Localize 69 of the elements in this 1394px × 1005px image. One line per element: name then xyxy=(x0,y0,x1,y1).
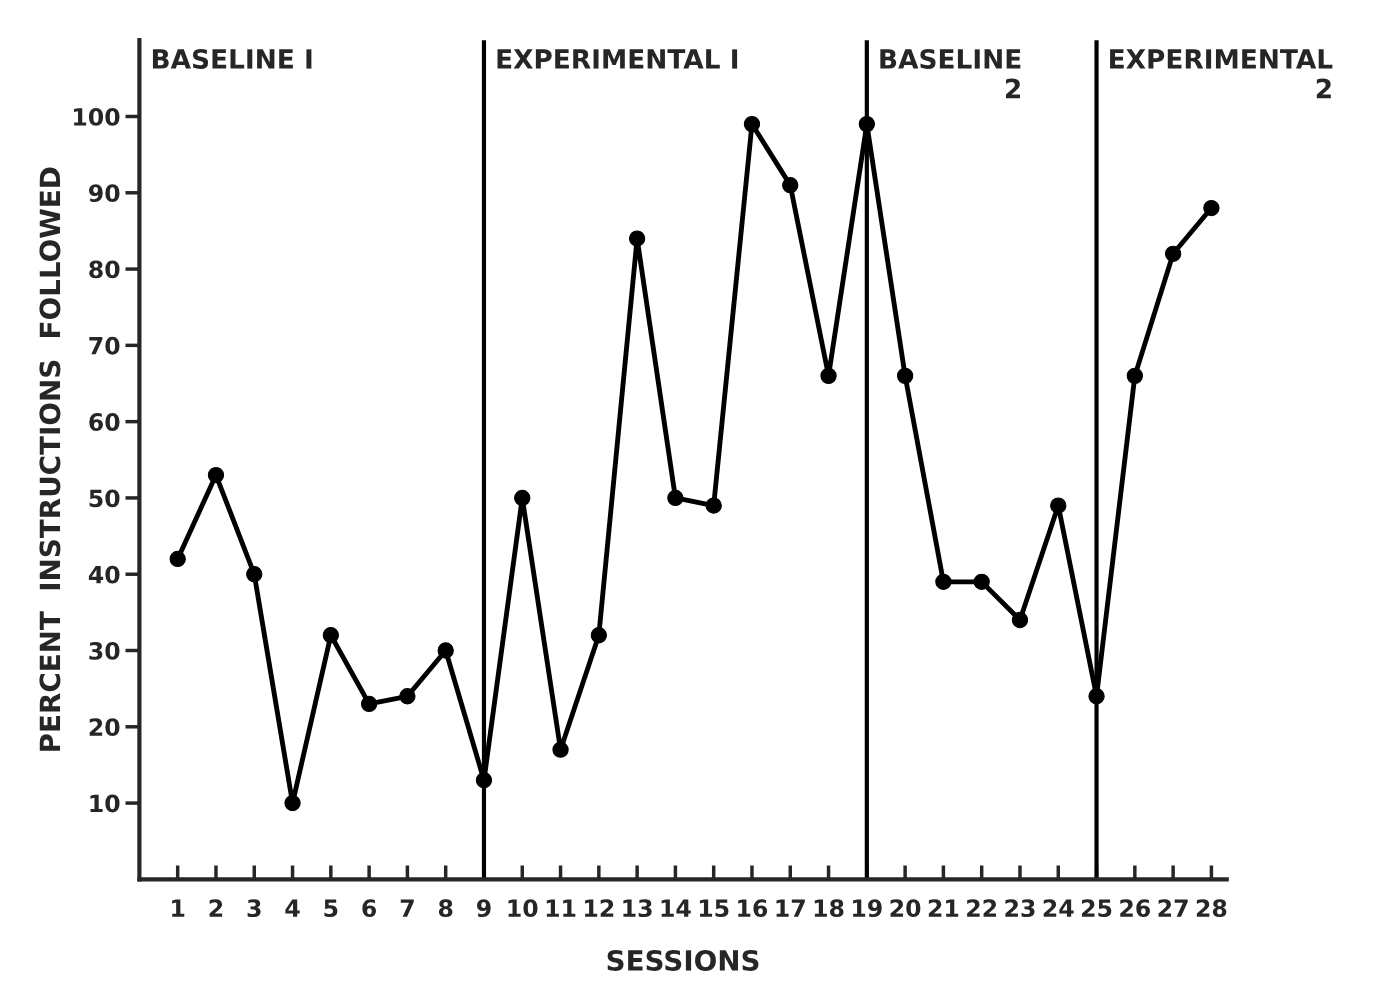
point xyxy=(552,741,569,758)
point xyxy=(1050,497,1067,514)
x-tick-label: 13 xyxy=(623,899,652,918)
y-tick-label: 20 xyxy=(89,718,120,737)
annotation: BASELINE I xyxy=(152,49,312,69)
point xyxy=(1203,199,1220,217)
point xyxy=(169,550,186,568)
x-tick-label: 18 xyxy=(814,899,844,918)
point xyxy=(207,466,225,484)
x-tick-label: 20 xyxy=(890,899,921,918)
point xyxy=(284,794,301,812)
annotation: BASELINE 2 xyxy=(880,49,1021,99)
y-tick-label: 40 xyxy=(88,565,120,584)
x-tick-label: 14 xyxy=(661,899,691,917)
x-tick-label: 5 xyxy=(324,899,338,918)
point xyxy=(782,176,799,194)
point xyxy=(1011,611,1029,629)
y-tick-label: 100 xyxy=(74,107,120,126)
x-tick-label: 19 xyxy=(853,899,882,918)
point xyxy=(935,573,952,591)
y-tick-label: 30 xyxy=(89,641,120,660)
y-tick-label: 80 xyxy=(89,260,120,279)
x-tick-label: 10 xyxy=(508,899,538,918)
x-tick-label: 2 xyxy=(209,899,223,917)
x-tick-label: 16 xyxy=(738,899,768,918)
point xyxy=(743,115,761,133)
point xyxy=(437,642,454,659)
y-tick-label: 90 xyxy=(89,184,120,203)
point xyxy=(590,627,607,644)
x-tick-label: 23 xyxy=(1005,899,1035,918)
x-tick-label: 26 xyxy=(1120,899,1150,918)
point xyxy=(973,573,990,591)
x-tick-label: 12 xyxy=(585,899,614,917)
y-tick-label: 60 xyxy=(89,413,120,431)
point xyxy=(896,367,914,385)
x-tick-label: 1 xyxy=(172,899,185,917)
x-tick-label: 28 xyxy=(1196,899,1227,918)
x-tick-label: 22 xyxy=(967,899,997,917)
x-tick-label: 11 xyxy=(546,899,576,917)
y-axis-title: PERCENT INSTRUCTIONS FOLLOWED xyxy=(39,167,61,751)
y-tick-label: 10 xyxy=(90,794,120,813)
x-axis-title: SESSIONS xyxy=(607,949,759,971)
x-tick-label: 6 xyxy=(362,899,377,918)
point xyxy=(514,489,531,507)
x-tick-label: 4 xyxy=(285,899,300,917)
x-tick-label: 3 xyxy=(247,899,261,918)
point xyxy=(1126,367,1143,385)
y-tick-label: 50 xyxy=(89,489,120,508)
x-tick-label: 21 xyxy=(928,899,959,917)
point xyxy=(667,489,684,507)
point xyxy=(820,367,837,385)
x-tick-label: 15 xyxy=(699,899,729,918)
x-tick-label: 17 xyxy=(776,899,805,917)
point xyxy=(705,497,722,514)
x-tick-label: 9 xyxy=(476,899,491,918)
annotation: EXPERIMENTAL I xyxy=(497,49,738,69)
point xyxy=(628,230,646,247)
point xyxy=(1164,245,1182,262)
point xyxy=(246,566,263,583)
y-tick-label: 70 xyxy=(89,336,120,355)
point xyxy=(322,627,339,644)
x-tick-label: 24 xyxy=(1043,899,1074,917)
x-tick-label: 25 xyxy=(1081,899,1112,918)
point xyxy=(360,695,378,713)
x-tick-label: 8 xyxy=(438,899,453,918)
x-tick-label: 7 xyxy=(400,899,414,917)
point xyxy=(399,688,416,705)
annotation: EXPERIMENTAL 2 xyxy=(1110,49,1333,99)
x-tick-label: 27 xyxy=(1158,899,1188,917)
